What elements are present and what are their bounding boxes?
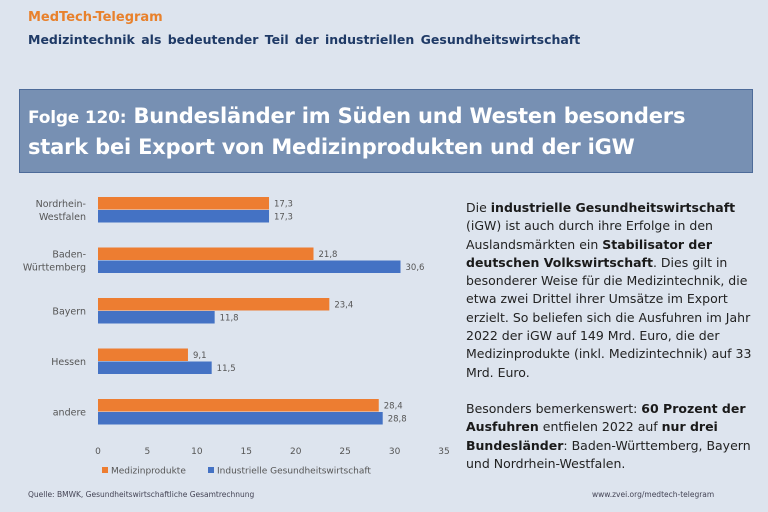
p1-run-4: . Dies gilt in besonderer Weise für die … xyxy=(466,254,752,380)
data-label: 28,8 xyxy=(388,415,407,425)
headline-banner: Folge 120: Bundesländer im Süden und Wes… xyxy=(19,89,753,173)
bar-igw xyxy=(98,210,270,223)
x-tick-label: 0 xyxy=(95,447,101,457)
p2-run-1: 60 Prozent der Ausfuhren xyxy=(466,400,746,435)
bar-medizinprodukte xyxy=(98,197,270,210)
legend-label: Medizinprodukte xyxy=(111,467,186,477)
x-tick-label: 25 xyxy=(339,447,350,457)
data-label: 17,3 xyxy=(274,213,293,223)
data-label: 9,1 xyxy=(193,351,207,361)
bar-igw xyxy=(98,311,215,324)
p1-run-3: Stabilisator der deutschen Volkswirtscha… xyxy=(466,236,713,270)
category-label: Württemberg xyxy=(23,263,86,274)
headline: Folge 120: Bundesländer im Süden und Wes… xyxy=(28,102,744,162)
p1-run-2: (iGW) ist auch durch ihre Erfolge in den… xyxy=(466,218,713,252)
x-tick-label: 15 xyxy=(241,447,252,457)
data-label: 17,3 xyxy=(274,200,293,210)
p2-run-3: nur drei Bundesländer xyxy=(466,419,718,453)
bar-igw xyxy=(98,260,401,273)
data-label: 21,8 xyxy=(319,250,338,260)
category-label: Westfalen xyxy=(39,212,86,223)
bar-medizinprodukte xyxy=(98,399,379,412)
body-paragraph-1: Die industrielle Gesundheitswirtschaft (… xyxy=(466,199,758,382)
data-label: 28,4 xyxy=(384,402,403,412)
headline-text: Bundesländer im Süden und Westen besonde… xyxy=(28,104,686,159)
x-tick-label: 20 xyxy=(290,447,302,457)
category-label: Bayern xyxy=(52,307,86,318)
p2-run-4: : Baden-Württemberg, Bayern und Nordrhei… xyxy=(466,437,751,471)
data-label: 11,8 xyxy=(220,314,239,324)
bar-medizinprodukte xyxy=(98,247,314,260)
p1-run-0: Die xyxy=(466,200,491,215)
footer-url[interactable]: www.zvei.org/medtech-telegram xyxy=(592,490,715,499)
p2-run-2: entfielen 2022 auf xyxy=(538,419,662,435)
data-label: 30,6 xyxy=(406,263,425,273)
category-label: Hessen xyxy=(51,357,86,368)
bar-medizinprodukte xyxy=(98,298,330,311)
body-paragraph-2: Besonders bemerkenswert: 60 Prozent der … xyxy=(466,400,758,473)
x-tick-label: 5 xyxy=(145,447,151,457)
page-subtitle: Medizintechnik als bedeutender Teil der … xyxy=(28,32,581,47)
bar-medizinprodukte xyxy=(98,348,188,361)
p2-run-0: Besonders bemerkenswert: xyxy=(466,400,642,416)
brand-title: MedTech-Telegram xyxy=(28,10,163,25)
data-label: 11,5 xyxy=(217,364,236,374)
body-text: Die industrielle Gesundheitswirtschaft (… xyxy=(466,199,758,491)
legend-swatch-medizinprodukte xyxy=(102,467,108,473)
p1-run-1: industrielle Gesundheitswirtschaft xyxy=(490,200,736,215)
bar-igw xyxy=(98,412,383,425)
headline-folge: Folge 120: xyxy=(28,108,127,128)
category-label: Nordrhein- xyxy=(36,199,86,210)
legend-swatch-igw xyxy=(208,467,214,473)
x-tick-label: 35 xyxy=(438,447,449,457)
x-tick-label: 10 xyxy=(191,447,203,457)
category-label: andere xyxy=(53,408,86,419)
source-note: Quelle: BMWK, Gesundheitswirtschaftliche… xyxy=(28,490,255,499)
bar-igw xyxy=(98,361,212,374)
x-tick-label: 30 xyxy=(389,447,401,457)
legend-label: Industrielle Gesundheitswirtschaft xyxy=(217,467,371,477)
export-bar-chart: Nordrhein- Westfalen 17,3 17,3 Baden- Württem… xyxy=(23,197,450,477)
data-label: 23,4 xyxy=(334,301,353,311)
category-label: Baden- xyxy=(52,250,86,261)
